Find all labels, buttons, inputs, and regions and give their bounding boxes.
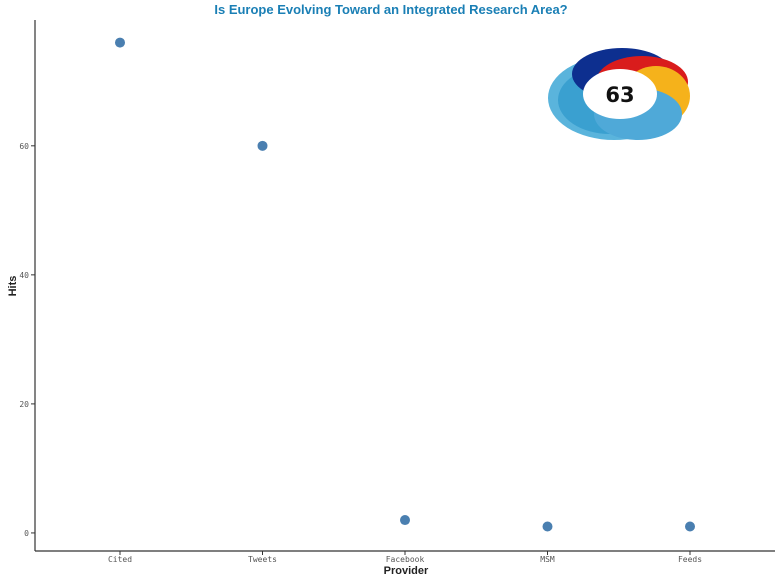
y-tick-label: 40 (19, 271, 29, 280)
altmetric-donut-icon: 63 (548, 48, 690, 140)
x-tick-label: Tweets (248, 555, 277, 564)
altmetric-score: 63 (605, 83, 634, 107)
x-tick-label: MSM (540, 555, 555, 564)
x-tick-label: Feeds (678, 555, 702, 564)
x-tick-label: Cited (108, 555, 132, 564)
y-axis-title: Hits (7, 276, 19, 297)
data-point-facebook (400, 515, 410, 526)
y-ticks: 0 20 40 60 (19, 142, 35, 538)
chart-title: Is Europe Evolving Toward an Integrated … (214, 2, 568, 17)
data-point-cited (115, 37, 125, 48)
y-tick-label: 60 (19, 142, 29, 151)
data-point-tweets (257, 140, 268, 151)
data-points (115, 37, 695, 532)
x-ticks: Cited Tweets Facebook MSM Feeds (108, 551, 702, 564)
y-tick-label: 20 (19, 400, 29, 409)
donut-center (583, 69, 657, 119)
data-point-msm (542, 521, 553, 532)
x-axis-title: Provider (384, 565, 429, 577)
x-tick-label: Facebook (386, 555, 425, 564)
y-tick-label: 0 (24, 529, 29, 538)
data-point-feeds (685, 521, 695, 532)
